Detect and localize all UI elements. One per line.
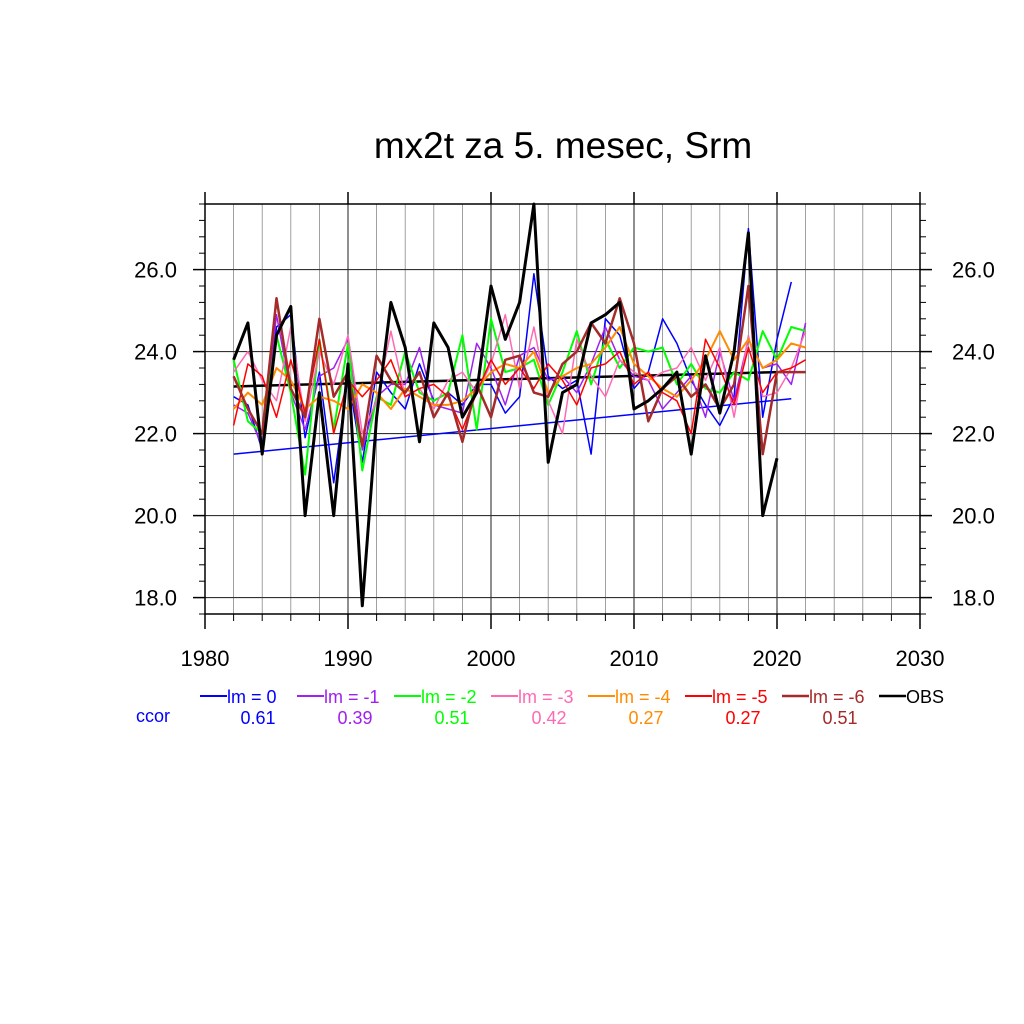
chart-title: mx2t za 5. mesec, Srm xyxy=(374,125,752,166)
series-line-lm-5 xyxy=(232,338,806,435)
trend-line-OBS xyxy=(233,370,778,388)
legend-entry: lm = -3 xyxy=(518,687,574,707)
x-tick-label: 2020 xyxy=(753,646,802,671)
ccor-value: 0.51 xyxy=(434,708,469,728)
ccor-value: 0.61 xyxy=(240,708,275,728)
series-lines xyxy=(232,202,807,608)
y-tick-label-right: 20.0 xyxy=(952,504,995,529)
ccor-value: 0.51 xyxy=(822,708,857,728)
legend-entry: lm = -5 xyxy=(712,687,768,707)
ccor-value: 0.39 xyxy=(337,708,372,728)
axis-ticks: 1980 1990 2000 2010 2020 2030 18.0 18.0 20.0 20.0… xyxy=(134,192,995,671)
series-line-OBS xyxy=(232,202,779,608)
y-tick-label-left: 22.0 xyxy=(134,422,177,447)
legend-entry: lm = -4 xyxy=(615,687,671,707)
series-line-lm-0 xyxy=(233,227,793,484)
ccor-value: 0.27 xyxy=(628,708,663,728)
x-tick-label: 2030 xyxy=(896,646,945,671)
legend-entry: lm = -2 xyxy=(421,687,477,707)
legend-entry: OBS xyxy=(906,687,944,707)
ccor-label: ccor xyxy=(136,706,170,726)
y-tick-label-left: 20.0 xyxy=(134,504,177,529)
y-tick-label-right: 26.0 xyxy=(952,258,995,283)
plot-frame xyxy=(204,203,921,615)
x-tick-label: 2000 xyxy=(467,646,516,671)
series-line-lm-6 xyxy=(232,284,806,456)
x-tick-label: 1990 xyxy=(324,646,373,671)
legend-entry: lm = -6 xyxy=(809,687,865,707)
x-tick-label: 1980 xyxy=(181,646,230,671)
ccor-value: 0.42 xyxy=(531,708,566,728)
y-tick-label-right: 18.0 xyxy=(952,586,995,611)
ccor-value: 0.27 xyxy=(725,708,760,728)
y-tick-label-right: 24.0 xyxy=(952,340,995,365)
y-tick-label-left: 18.0 xyxy=(134,586,177,611)
legend-entry: lm = 0 xyxy=(227,687,277,707)
y-tick-label-left: 26.0 xyxy=(134,258,177,283)
legend-entry: lm = -1 xyxy=(324,687,380,707)
x-tick-label: 2010 xyxy=(610,646,659,671)
y-tick-label-left: 24.0 xyxy=(134,340,177,365)
y-tick-label-right: 22.0 xyxy=(952,422,995,447)
